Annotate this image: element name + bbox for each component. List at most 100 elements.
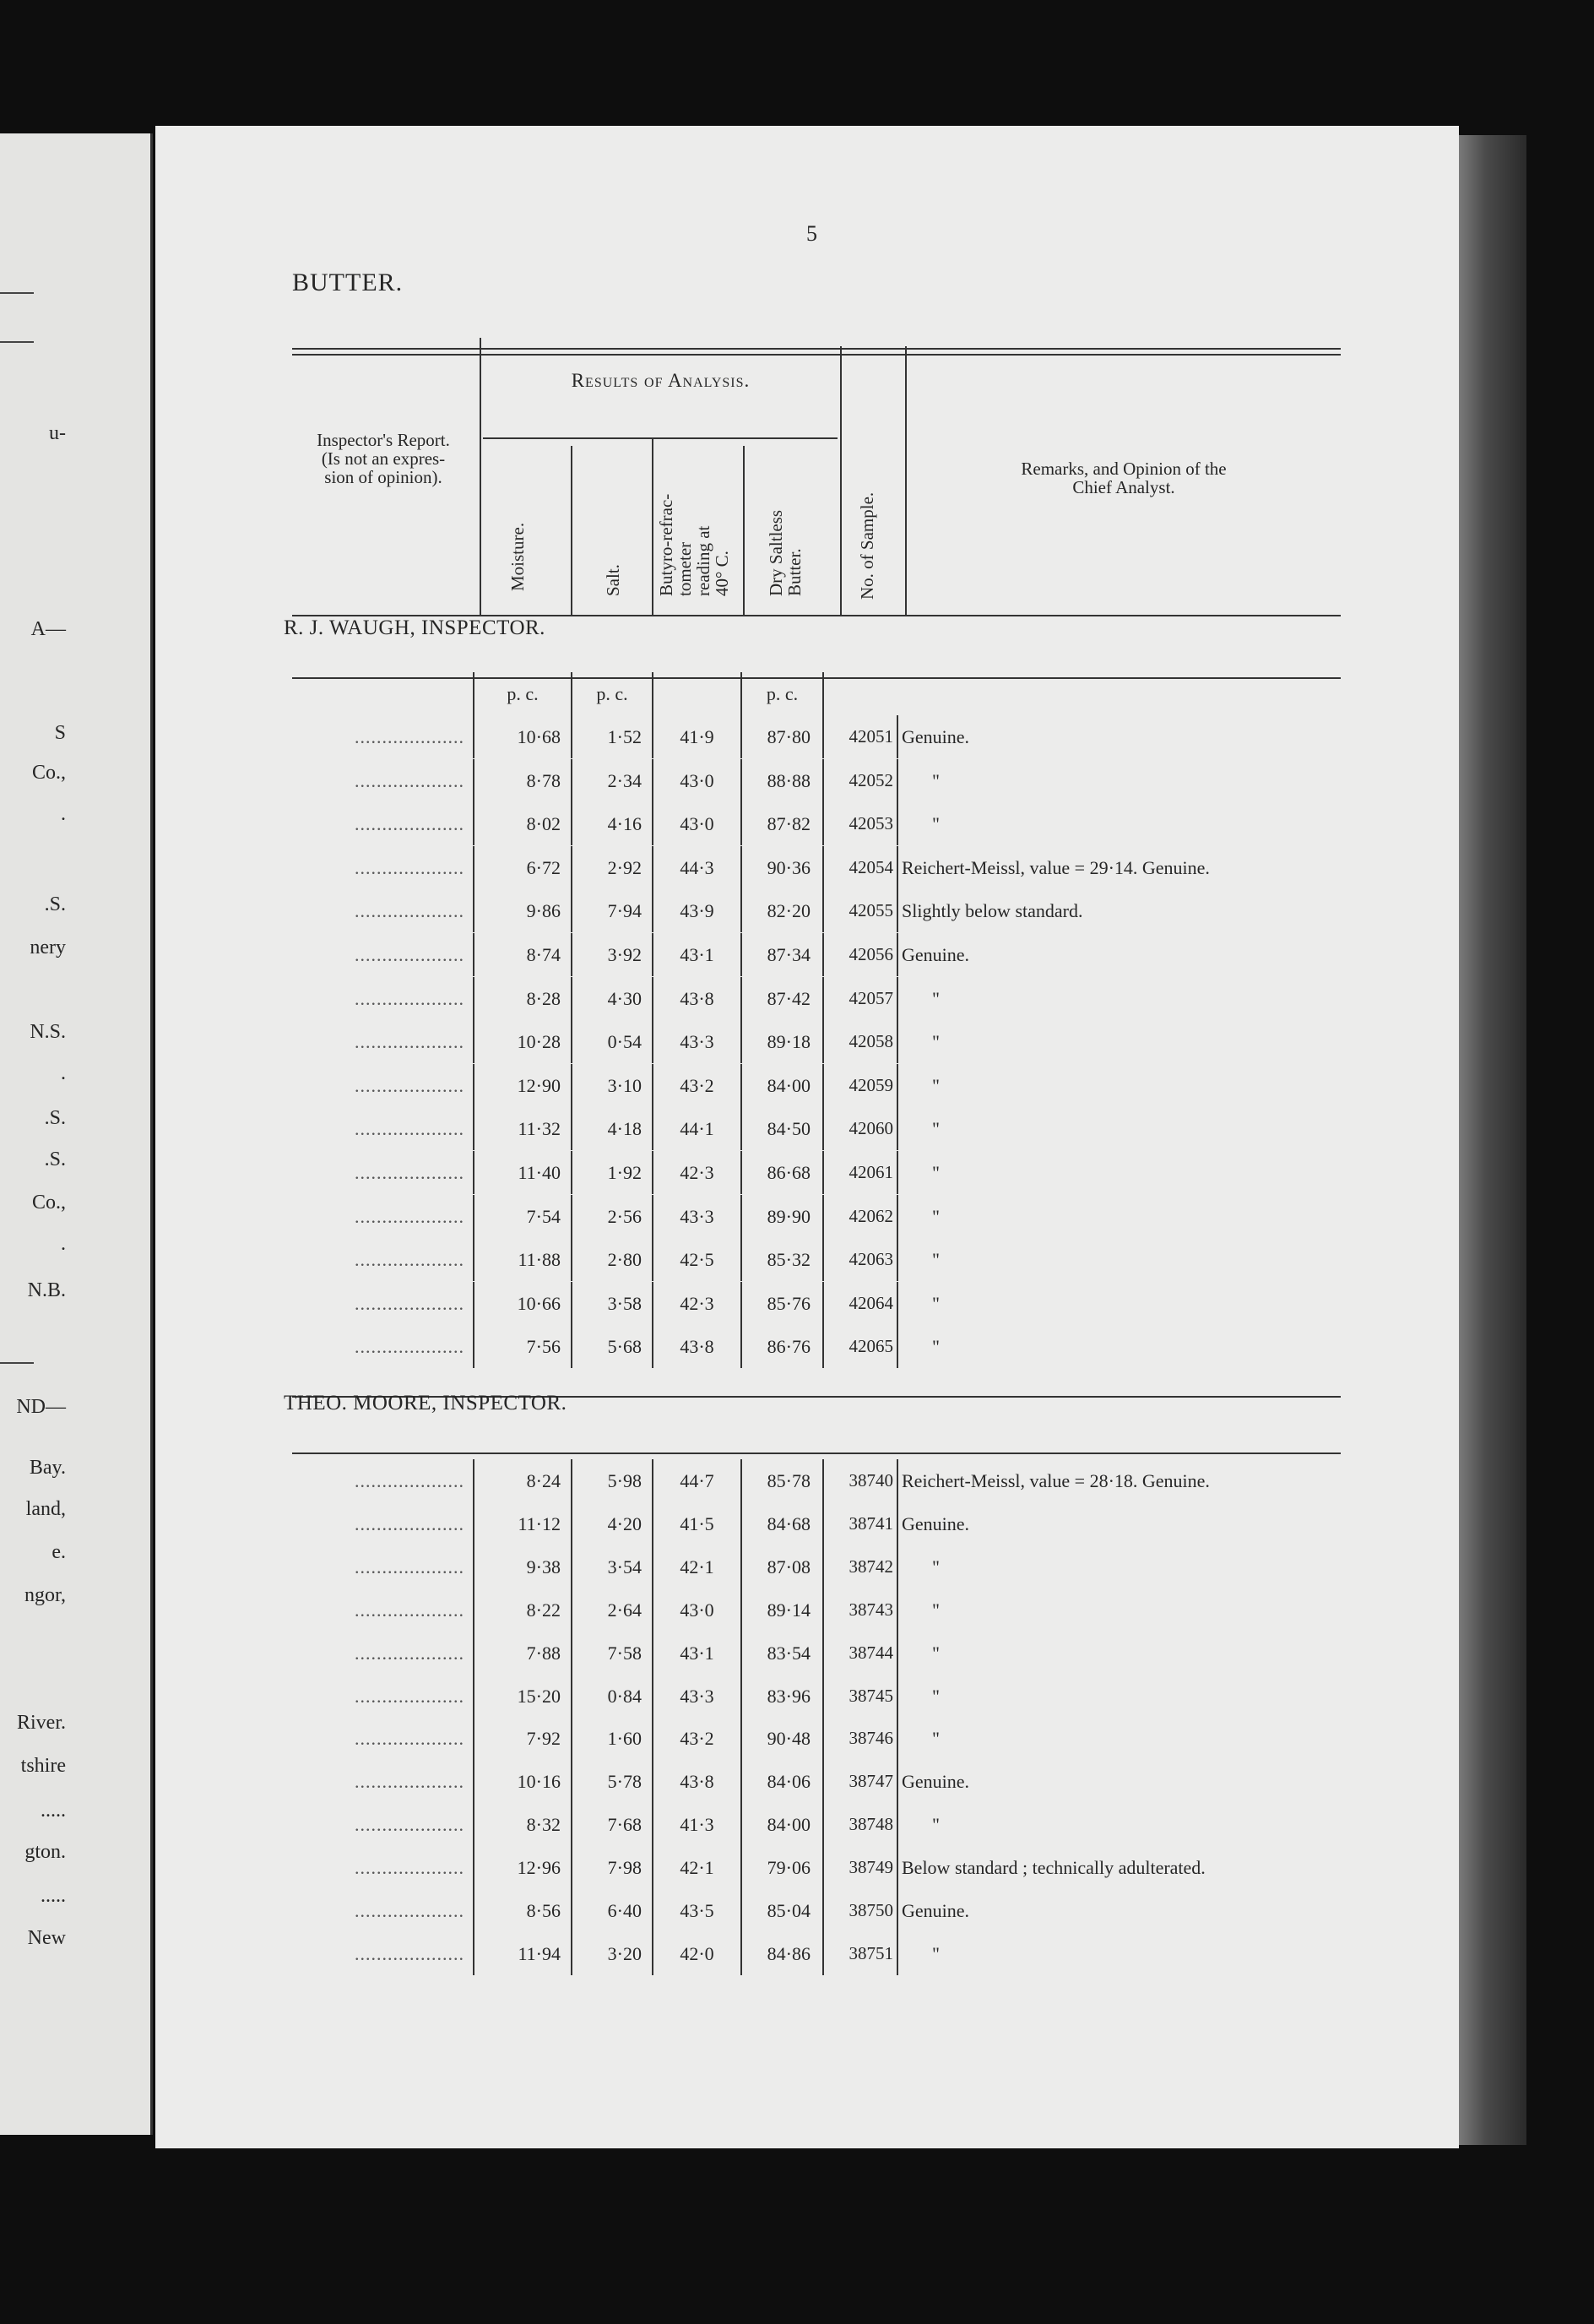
inspector-report-dots: .................... <box>355 1162 464 1183</box>
table-row: .................... 7·56 5·68 43·8 86·76 420… <box>279 1325 1353 1369</box>
butyro-cell: 44·7 <box>652 1459 740 1502</box>
remarks-cell: " <box>897 976 1353 1020</box>
table-row: .................... 6·72 2·92 44·3 90·36 420… <box>279 845 1353 889</box>
remarks-cell: " <box>897 1194 1353 1238</box>
inspector-report-dots: .................... <box>355 1556 464 1577</box>
dry-saltless-cell: 90·48 <box>740 1717 822 1761</box>
sample-number-cell: 42058 <box>822 1020 897 1064</box>
salt-cell: 4·30 <box>571 976 652 1020</box>
unit-salt: p. c. <box>571 672 652 715</box>
unit-moisture: p. c. <box>473 672 571 715</box>
butyro-cell: 43·8 <box>652 1325 740 1369</box>
header-remarks: Remarks, and Opinion of the Chief Analys… <box>907 459 1341 497</box>
moisture-cell: 11·40 <box>473 1151 571 1194</box>
butyro-cell: 43·1 <box>652 1631 740 1675</box>
divider <box>0 341 34 343</box>
butyro-cell: 41·3 <box>652 1803 740 1847</box>
section-rule <box>292 1396 1341 1398</box>
header-line: Inspector's Report. <box>317 430 450 450</box>
moisture-cell: 8·56 <box>473 1889 571 1932</box>
moisture-cell: 9·38 <box>473 1545 571 1588</box>
sample-number-cell: 42054 <box>822 845 897 889</box>
left-page-text: .S. <box>44 1148 66 1171</box>
salt-cell: 2·34 <box>571 758 652 802</box>
table-row: .................... 8·02 4·16 43·0 87·82 420… <box>279 802 1353 846</box>
moisture-cell: 8·22 <box>473 1588 571 1632</box>
left-page-text: . <box>61 803 66 826</box>
table-row: .................... 11·94 3·20 42·0 84·86 38… <box>279 1931 1353 1975</box>
sample-number-cell: 38745 <box>822 1674 897 1718</box>
left-page-text: .S. <box>44 1107 66 1130</box>
sample-number-cell: 42052 <box>822 758 897 802</box>
header-line: Butyro-refrac- <box>656 493 676 596</box>
unit-dry: p. c. <box>740 672 822 715</box>
left-page-text: River. <box>17 1712 66 1735</box>
inspector-report-dots: .................... <box>355 726 464 747</box>
remarks-cell: Slightly below standard. <box>897 889 1353 933</box>
inspector-report-dots: .................... <box>355 1336 464 1358</box>
moisture-cell: 8·74 <box>473 933 571 976</box>
butyro-cell: 42·0 <box>652 1931 740 1975</box>
remarks-cell: " <box>897 1063 1353 1107</box>
butyro-cell: 42·1 <box>652 1846 740 1890</box>
salt-cell: 7·68 <box>571 1803 652 1847</box>
col-divider <box>480 338 481 615</box>
butyro-cell: 42·3 <box>652 1151 740 1194</box>
inspector-report-dots: .................... <box>355 1292 464 1314</box>
col-divider <box>905 346 907 615</box>
table-row: .................... 10·28 0·54 43·3 89·18 42… <box>279 1020 1353 1064</box>
dry-saltless-cell: 89·90 <box>740 1194 822 1238</box>
salt-cell: 7·98 <box>571 1846 652 1890</box>
table-row: .................... 8·22 2·64 43·0 89·14 387… <box>279 1588 1353 1632</box>
inspector-heading: R. J. WAUGH, INSPECTOR. <box>284 616 545 639</box>
butyro-cell: 43·0 <box>652 758 740 802</box>
salt-cell: 1·52 <box>571 715 652 758</box>
table-row: .................... 8·32 7·68 41·3 84·00 387… <box>279 1803 1353 1847</box>
header-line: (Is not an expres- <box>321 448 446 469</box>
left-page-text: Co., <box>31 762 66 785</box>
dry-saltless-cell: 79·06 <box>740 1846 822 1890</box>
moisture-cell: 10·68 <box>473 715 571 758</box>
butyro-cell: 42·1 <box>652 1545 740 1588</box>
sample-number-cell: 42055 <box>822 889 897 933</box>
sample-number-cell: 42061 <box>822 1151 897 1194</box>
dry-saltless-cell: 84·50 <box>740 1107 822 1151</box>
page-number: 5 <box>806 221 817 246</box>
remarks-cell: Reichert-Meissl, value = 28·18. Genuine. <box>897 1459 1353 1502</box>
sample-number-cell: 38747 <box>822 1760 897 1804</box>
dry-saltless-cell: 85·04 <box>740 1889 822 1932</box>
header-salt: Salt. <box>603 564 623 596</box>
remarks-cell: Genuine. <box>897 715 1353 758</box>
remarks-cell: " <box>897 1588 1353 1632</box>
butyro-cell: 43·8 <box>652 1760 740 1804</box>
inspector-report-dots: .................... <box>355 1685 464 1707</box>
divider <box>0 1362 34 1364</box>
table-row: .................... 11·32 4·18 44·1 84·50 42… <box>279 1107 1353 1151</box>
dry-saltless-cell: 84·06 <box>740 1760 822 1804</box>
sample-number-cell: 38741 <box>822 1501 897 1545</box>
sample-number-cell: 38749 <box>822 1846 897 1890</box>
remarks-cell: " <box>897 1631 1353 1675</box>
page-edge <box>1459 135 1526 2145</box>
table-row: .................... 9·86 7·94 43·9 82·20 420… <box>279 889 1353 933</box>
salt-cell: 4·18 <box>571 1107 652 1151</box>
inspector-report-dots: .................... <box>355 1857 464 1879</box>
salt-cell: 1·60 <box>571 1717 652 1761</box>
dry-saltless-cell: 90·36 <box>740 845 822 889</box>
salt-cell: 0·84 <box>571 1674 652 1718</box>
butyro-cell: 43·3 <box>652 1020 740 1064</box>
remarks-cell: " <box>897 802 1353 846</box>
divider <box>0 292 34 294</box>
left-page-text: nery <box>30 937 66 959</box>
unit-sample <box>822 672 897 715</box>
header-inspector-report: Inspector's Report. (Is not an expres- s… <box>287 431 480 486</box>
table-row: .................... 9·38 3·54 42·1 87·08 387… <box>279 1545 1353 1588</box>
salt-cell: 2·64 <box>571 1588 652 1632</box>
inspector-report-dots: .................... <box>355 769 464 791</box>
butyro-cell: 43·3 <box>652 1674 740 1718</box>
dry-saltless-cell: 84·86 <box>740 1931 822 1975</box>
header-line: sion of opinion). <box>324 467 442 487</box>
table-row: .................... 12·90 3·10 43·2 84·00 42… <box>279 1063 1353 1107</box>
inspector-report-dots: .................... <box>355 1942 464 1964</box>
dry-saltless-cell: 84·68 <box>740 1501 822 1545</box>
